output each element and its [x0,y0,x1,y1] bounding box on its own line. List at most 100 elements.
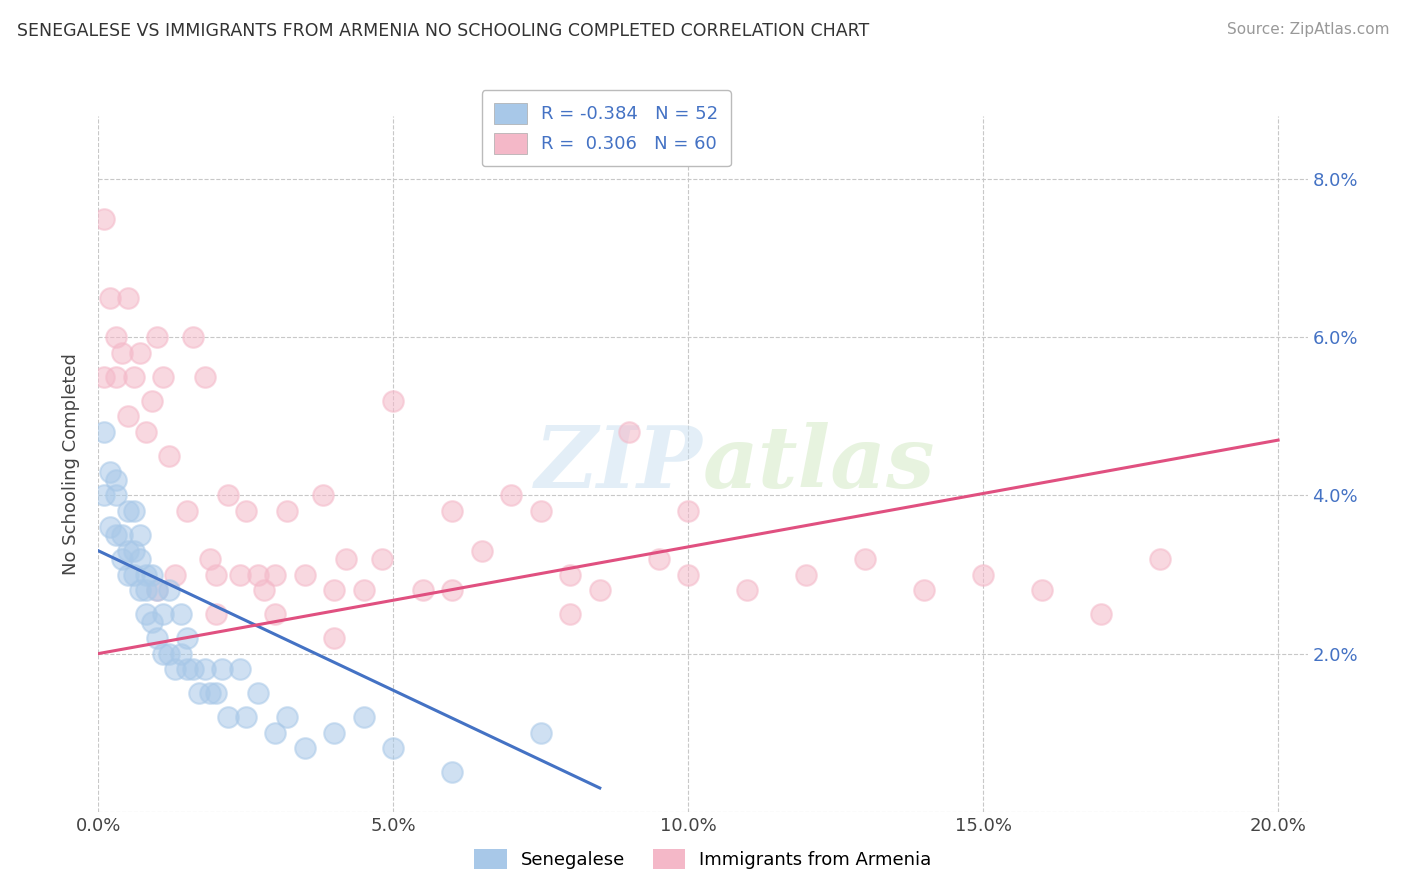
Point [382,741,405,756]
Point [194,662,217,676]
Point [589,583,612,598]
Point [152,607,174,621]
Point [146,583,169,598]
Point [181,330,204,344]
Point [264,567,287,582]
Point [235,504,257,518]
Point [471,543,494,558]
Point [165,567,187,582]
Point [117,291,139,305]
Legend: Senegalese, Immigrants from Armenia: Senegalese, Immigrants from Armenia [465,839,941,879]
Point [128,346,150,360]
Point [441,504,464,518]
Point [187,686,209,700]
Point [105,528,128,542]
Point [141,393,163,408]
Point [141,615,163,629]
Point [294,741,316,756]
Legend: R = -0.384   N = 52, R =  0.306   N = 60: R = -0.384 N = 52, R = 0.306 N = 60 [482,90,731,166]
Point [122,504,145,518]
Point [294,567,316,582]
Point [678,567,700,582]
Point [441,765,464,780]
Point [311,488,333,502]
Point [200,551,222,566]
Point [211,662,233,676]
Point [441,583,464,598]
Point [146,631,169,645]
Point [353,710,375,724]
Point [912,583,935,598]
Point [117,567,139,582]
Point [117,409,139,424]
Text: atlas: atlas [703,422,935,506]
Point [246,686,269,700]
Point [93,211,115,226]
Point [117,504,139,518]
Point [353,583,375,598]
Point [98,291,121,305]
Point [205,567,228,582]
Point [560,567,582,582]
Point [276,504,298,518]
Point [157,647,180,661]
Point [128,583,150,598]
Point [93,425,115,440]
Point [128,528,150,542]
Point [382,393,405,408]
Point [370,551,392,566]
Point [276,710,298,724]
Point [105,473,128,487]
Point [111,346,134,360]
Point [146,583,169,598]
Point [264,607,287,621]
Point [252,583,274,598]
Point [170,647,193,661]
Point [117,543,139,558]
Point [530,725,553,739]
Text: Source: ZipAtlas.com: Source: ZipAtlas.com [1226,22,1389,37]
Point [323,631,346,645]
Point [176,631,198,645]
Point [105,488,128,502]
Point [152,647,174,661]
Point [170,607,193,621]
Point [122,543,145,558]
Point [229,662,252,676]
Point [105,330,128,344]
Point [229,567,252,582]
Point [794,567,817,582]
Point [135,607,157,621]
Point [412,583,434,598]
Point [135,425,157,440]
Point [1031,583,1053,598]
Point [111,551,134,566]
Point [501,488,523,502]
Point [1090,607,1112,621]
Point [323,583,346,598]
Point [111,528,134,542]
Point [122,369,145,384]
Point [735,583,758,598]
Point [128,551,150,566]
Point [157,583,180,598]
Point [105,369,128,384]
Point [157,449,180,463]
Point [98,465,121,479]
Point [648,551,671,566]
Point [560,607,582,621]
Point [146,330,169,344]
Point [205,686,228,700]
Point [93,369,115,384]
Point [246,567,269,582]
Point [122,567,145,582]
Point [205,607,228,621]
Point [141,567,163,582]
Point [200,686,222,700]
Point [176,504,198,518]
Point [323,725,346,739]
Point [530,504,553,518]
Point [235,710,257,724]
Point [678,504,700,518]
Point [853,551,876,566]
